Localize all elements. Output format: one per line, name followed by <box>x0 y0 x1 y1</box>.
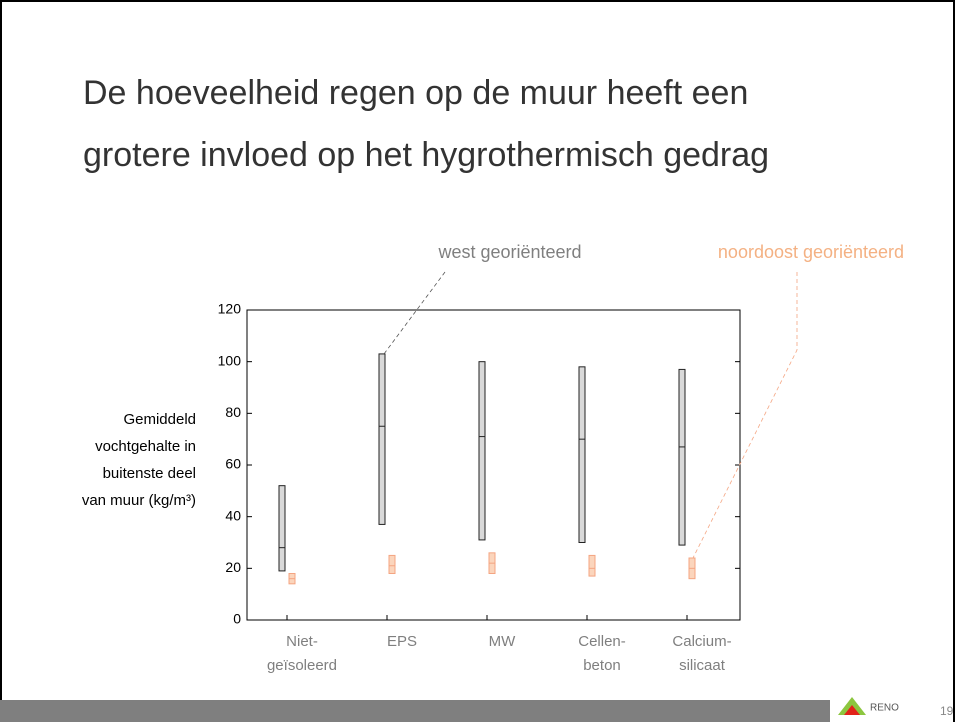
x-tick-label: beton <box>583 657 621 674</box>
y-tick-label: 80 <box>225 404 241 420</box>
logo-icon <box>844 705 860 715</box>
y-tick-label: 100 <box>218 352 242 368</box>
range-bar <box>378 353 386 525</box>
leader-line <box>692 272 798 559</box>
leader-line <box>383 271 446 355</box>
x-tick-label: geïsoleerd <box>267 657 337 674</box>
range-bar <box>588 554 596 577</box>
title: grotere invloed op het hygrothermisch ge… <box>83 136 769 174</box>
x-tick-label: silicaat <box>679 657 726 674</box>
page-number: 19 <box>940 704 954 718</box>
x-tick-label: MW <box>489 633 516 650</box>
x-tick-label: Niet- <box>286 633 318 650</box>
x-tick-label: EPS <box>387 633 417 650</box>
annotation: noordoost georiënteerd <box>718 242 904 262</box>
range-bar <box>578 366 586 544</box>
y-tick-label: 60 <box>225 456 241 472</box>
y-tick-label: 20 <box>225 559 241 575</box>
y-axis-label: vochtgehalte in <box>95 438 196 455</box>
range-bar <box>478 361 486 541</box>
annotation: west georiënteerd <box>437 242 581 262</box>
footer-bar <box>0 700 830 722</box>
y-tick-label: 40 <box>225 507 241 523</box>
y-tick-label: 0 <box>233 611 241 627</box>
y-tick-label: 120 <box>218 301 242 317</box>
y-axis-label: van muur (kg/m³) <box>82 492 196 509</box>
y-axis-label: buitenste deel <box>103 465 196 482</box>
x-tick-label: Cellen- <box>578 633 626 650</box>
range-bar <box>678 368 686 546</box>
title: De hoeveelheid regen op de muur heeft ee… <box>83 74 748 112</box>
y-axis-label: Gemiddeld <box>123 411 196 428</box>
range-bar <box>388 554 396 575</box>
range-bar <box>278 485 286 572</box>
x-tick-label: Calcium- <box>672 633 731 650</box>
logo-text: RENO <box>870 703 899 714</box>
